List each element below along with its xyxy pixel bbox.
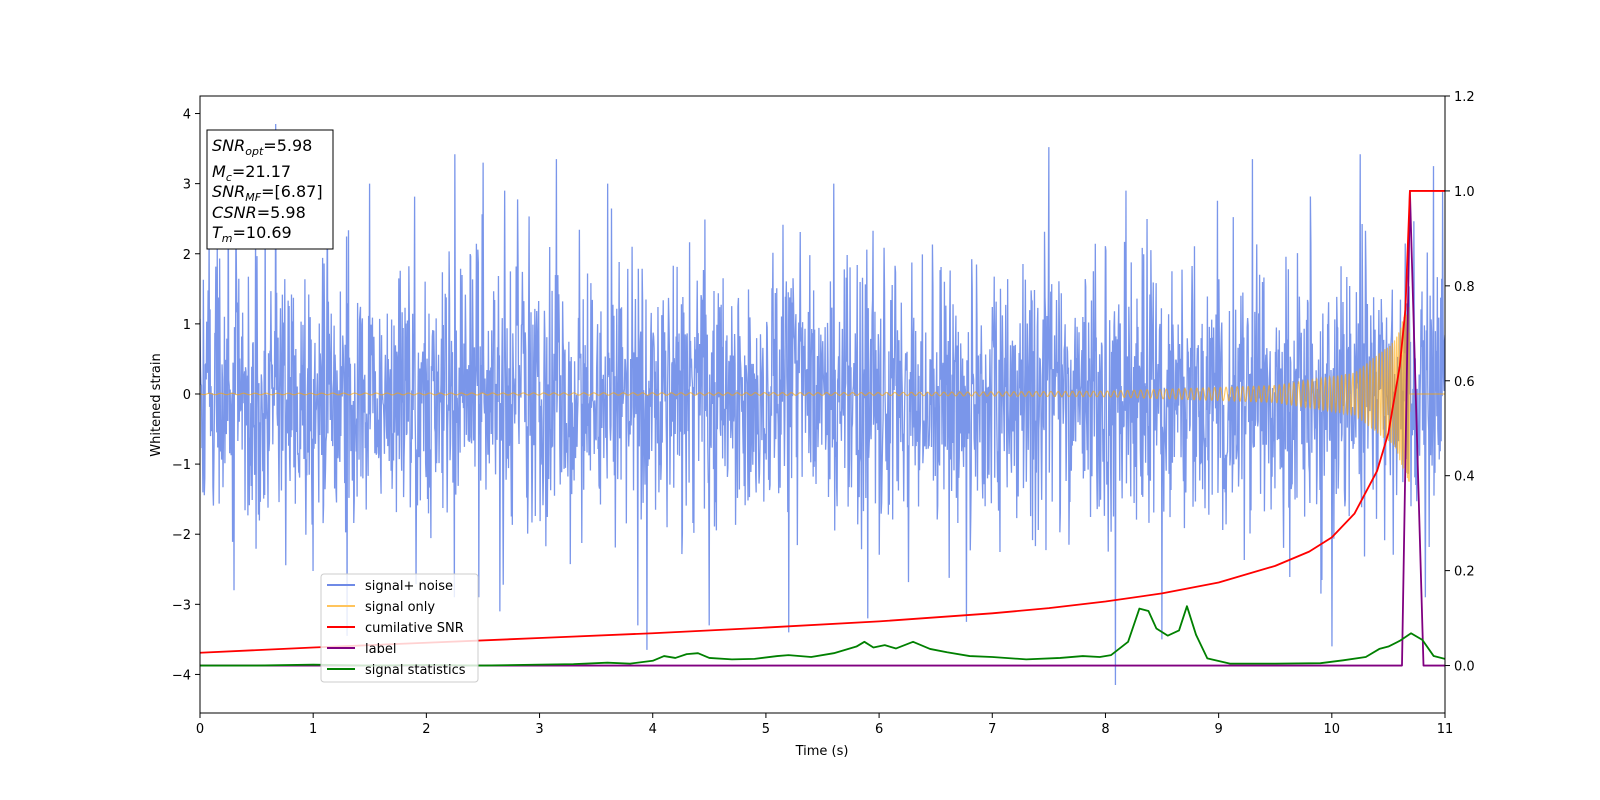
y2-tick-label: 0.8 [1454, 280, 1475, 295]
y-axis-left: −4 −3 −2 −1 0 1 2 3 4 [172, 108, 200, 683]
x-tick-label: 10 [1324, 722, 1341, 737]
y-tick-label: −1 [172, 458, 191, 473]
x-tick-label: 2 [422, 722, 430, 737]
info-mc-var: M [212, 162, 226, 181]
info-snr-mf-var: SNR [212, 182, 245, 201]
plot-frame [199, 95, 1446, 714]
y-tick-label: 1 [183, 318, 191, 333]
info-tm-sub: m [222, 232, 233, 245]
info-snr-mf-sub: MF [245, 191, 261, 204]
x-tick-label: 11 [1437, 722, 1454, 737]
y2-tick-label: 0.6 [1454, 375, 1475, 390]
y2-tick-label: 1.2 [1454, 90, 1475, 105]
x-tick-label: 7 [988, 722, 996, 737]
x-tick-label: 4 [649, 722, 657, 737]
info-mc: Mc=21.17 [212, 162, 291, 184]
y2-tick-label: 0.0 [1454, 660, 1475, 675]
x-tick-label: 9 [1214, 722, 1222, 737]
info-box: SNRopt=5.98 Mc=21.17 SNRMF=[6.87] CSNR=5… [206, 129, 334, 250]
info-tm: Tm=10.69 [212, 223, 292, 245]
info-box-frame [206, 129, 334, 250]
x-axis: 0 1 2 3 4 5 6 7 8 9 10 11 [196, 713, 1453, 737]
legend: signal+ noise signal only cumilative SNR… [320, 573, 479, 683]
plot-area [200, 124, 1445, 685]
y-axis-right: 0.0 0.2 0.4 0.6 0.8 1.0 1.2 [1445, 90, 1475, 675]
info-snr-opt-value: =5.98 [263, 136, 312, 155]
info-mc-sub: c [226, 171, 232, 184]
info-csnr-value: =5.98 [257, 203, 306, 222]
x-tick-label: 1 [309, 722, 317, 737]
x-tick-label: 3 [535, 722, 543, 737]
y-axis-label: Whitened strain [149, 353, 164, 456]
series-signal-noise-line [200, 124, 1445, 685]
legend-label-signal-noise: signal+ noise [365, 579, 453, 594]
legend-label-label: label [365, 642, 396, 657]
info-snr-opt: SNRopt=5.98 [212, 136, 312, 158]
y-tick-label: −4 [172, 668, 191, 683]
series-signal-statistics-line [200, 605, 1445, 667]
series-signal-only-line [200, 306, 1445, 482]
y-tick-label: −3 [172, 598, 191, 613]
y-tick-label: 0 [183, 388, 191, 403]
y2-tick-label: 0.4 [1454, 470, 1475, 485]
info-snr-mf-value: =[6.87] [261, 182, 323, 201]
info-snr-opt-sub: opt [245, 145, 264, 158]
y-tick-label: −2 [172, 528, 191, 543]
info-csnr-var: CSNR [212, 203, 257, 222]
series-cumilative-snr-line [200, 190, 1445, 654]
x-tick-label: 5 [762, 722, 770, 737]
info-snr-opt-var: SNR [212, 136, 245, 155]
x-tick-label: 6 [875, 722, 883, 737]
x-tick-label: 0 [196, 722, 204, 737]
info-csnr: CSNR=5.98 [212, 203, 306, 222]
info-tm-var: T [212, 223, 223, 242]
x-axis-label: Time (s) [795, 744, 849, 759]
y2-tick-label: 0.2 [1454, 565, 1475, 580]
legend-label-signal-only: signal only [365, 600, 435, 615]
y-tick-label: 2 [183, 248, 191, 263]
y-tick-label: 4 [183, 108, 191, 123]
x-tick-label: 8 [1101, 722, 1109, 737]
info-mc-value: =21.17 [232, 162, 291, 181]
info-tm-value: =10.69 [233, 223, 292, 242]
legend-frame [320, 573, 479, 683]
info-snr-mf: SNRMF=[6.87] [212, 182, 323, 204]
legend-label-signal-statistics: signal statistics [365, 663, 466, 678]
y-tick-label: 3 [183, 178, 191, 193]
legend-label-cumulative-snr: cumilative SNR [365, 621, 464, 636]
y2-tick-label: 1.0 [1454, 185, 1475, 200]
